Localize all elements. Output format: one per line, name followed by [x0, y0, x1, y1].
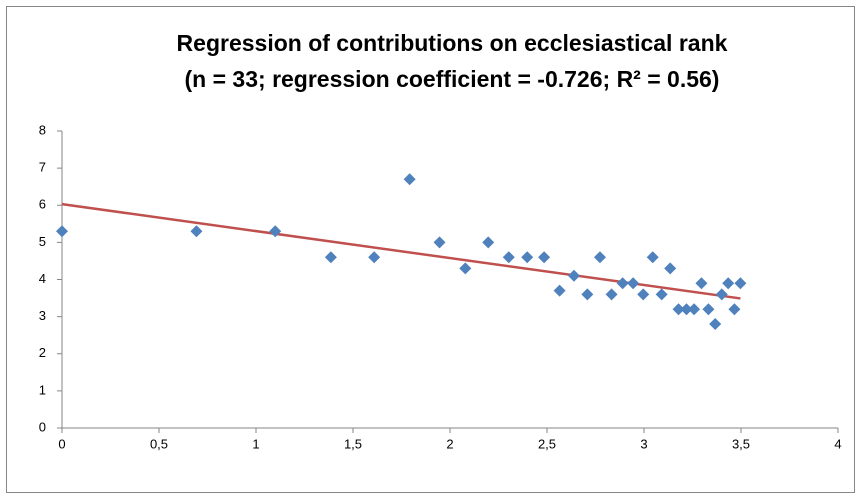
y-tick-label: 5: [39, 234, 46, 249]
y-tick-label: 3: [39, 308, 46, 323]
data-point: [709, 318, 722, 331]
x-tick-label: 3,5: [732, 436, 750, 451]
chart-title: (n = 33; regression coefficient = -0.726…: [185, 66, 720, 92]
data-point: [403, 173, 416, 186]
data-point: [581, 288, 594, 301]
data-point: [269, 225, 282, 238]
data-point: [722, 277, 735, 290]
data-point: [664, 262, 677, 275]
data-point: [672, 303, 685, 316]
data-point: [627, 277, 640, 290]
x-tick-label: 1: [252, 436, 259, 451]
data-point: [56, 225, 68, 238]
chart-title: Regression of contributions on ecclesias…: [177, 30, 728, 56]
chart-border: [6, 6, 855, 493]
data-point: [593, 251, 606, 264]
x-tick-label: 0,5: [150, 436, 168, 451]
data-point: [482, 236, 495, 249]
data-point: [567, 269, 580, 282]
data-point: [538, 251, 551, 264]
y-tick-label: 8: [39, 122, 46, 137]
y-tick-label: 6: [39, 197, 46, 212]
data-point: [680, 303, 693, 316]
y-tick-label: 0: [39, 419, 46, 434]
data-point: [637, 288, 650, 301]
data-point: [728, 303, 741, 316]
x-tick-label: 3: [640, 436, 647, 451]
y-tick-label: 1: [39, 382, 46, 397]
x-tick-label: 0: [58, 436, 65, 451]
data-point: [324, 251, 337, 264]
data-point: [605, 288, 618, 301]
data-point: [715, 288, 728, 301]
y-tick-label: 2: [39, 345, 46, 360]
data-point: [433, 236, 446, 249]
data-point: [368, 251, 381, 264]
data-point: [688, 303, 701, 316]
y-tick-label: 4: [39, 271, 46, 286]
data-point: [734, 277, 747, 290]
data-point: [616, 277, 629, 290]
data-point: [702, 303, 715, 316]
data-point: [553, 284, 566, 297]
y-tick-label: 7: [39, 160, 46, 175]
data-point: [655, 288, 668, 301]
x-tick-label: 4: [834, 436, 841, 451]
x-tick-label: 2,5: [538, 436, 556, 451]
data-point: [695, 277, 708, 290]
data-point: [502, 251, 515, 264]
data-point: [646, 251, 659, 264]
x-tick-label: 2: [446, 436, 453, 451]
data-point: [521, 251, 534, 264]
data-point: [459, 262, 472, 275]
x-tick-label: 1,5: [344, 436, 362, 451]
data-point: [190, 225, 203, 238]
